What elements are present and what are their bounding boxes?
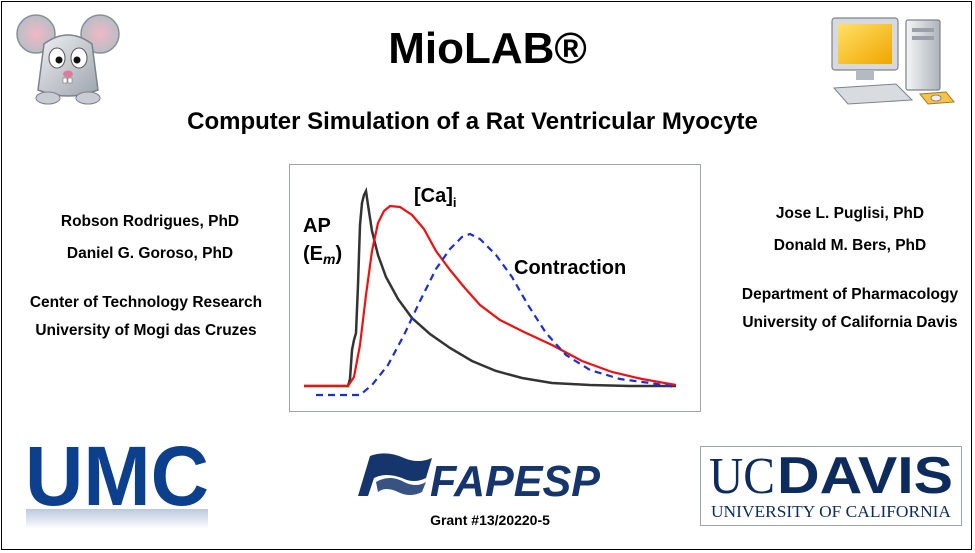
ca-label: [Ca]i [414,185,457,210]
left-author-2: Daniel G. Goroso, PhD [66,245,234,262]
left-author-1: Robson Rodrigues, PhD [60,213,240,230]
right-affiliation-1: Department of Pharmacology [741,286,959,303]
fapesp-logo-text: FAPESP [430,457,601,506]
em-label: (Em) [303,243,342,267]
ucdavis-sub: UNIVERSITY OF CALIFORNIA [711,502,952,521]
right-author-2: Donald M. Bers, PhD [773,237,927,254]
left-affiliation-2: University of Mogi das Cruzes [35,322,257,339]
ca-label-sub: i [452,195,457,210]
ucdavis-uc: UC [709,448,775,505]
computer-icon [830,14,958,108]
page-subtitle: Computer Simulation of a Rat Ventricular… [187,108,758,135]
contraction-trace [316,232,677,397]
right-author-1: Jose L. Puglisi, PhD [775,205,925,222]
ucdavis-davis: DAVIS [777,447,953,505]
contraction-label: Contraction [514,257,627,279]
grant-number: Grant #13/20220-5 [430,512,550,528]
em-label-open: (E [303,243,323,265]
em-label-sub: m [323,251,336,267]
mouse-icon [14,10,122,108]
page-title: MioLAB® [388,24,587,73]
fapesp-logo: FAPESP [356,448,606,506]
ap-label: AP [303,215,331,237]
myocyte-figure: AP (Em) [Ca]i Contraction [289,164,701,412]
right-affiliation-2: University of California Davis [742,314,958,331]
umc-logo: UMC [22,421,212,531]
umc-logo-text: UMC [25,429,209,523]
em-label-close: ) [335,243,343,265]
ucdavis-logo: UC DAVIS UNIVERSITY OF CALIFORNIA [700,446,962,526]
ca-label-text: [Ca] [414,185,453,207]
ca-trace [304,204,677,388]
traces-svg [304,186,677,397]
left-affiliation-1: Center of Technology Research [29,294,263,311]
fapesp-flag-icon [358,453,432,496]
ap-trace [304,186,676,388]
